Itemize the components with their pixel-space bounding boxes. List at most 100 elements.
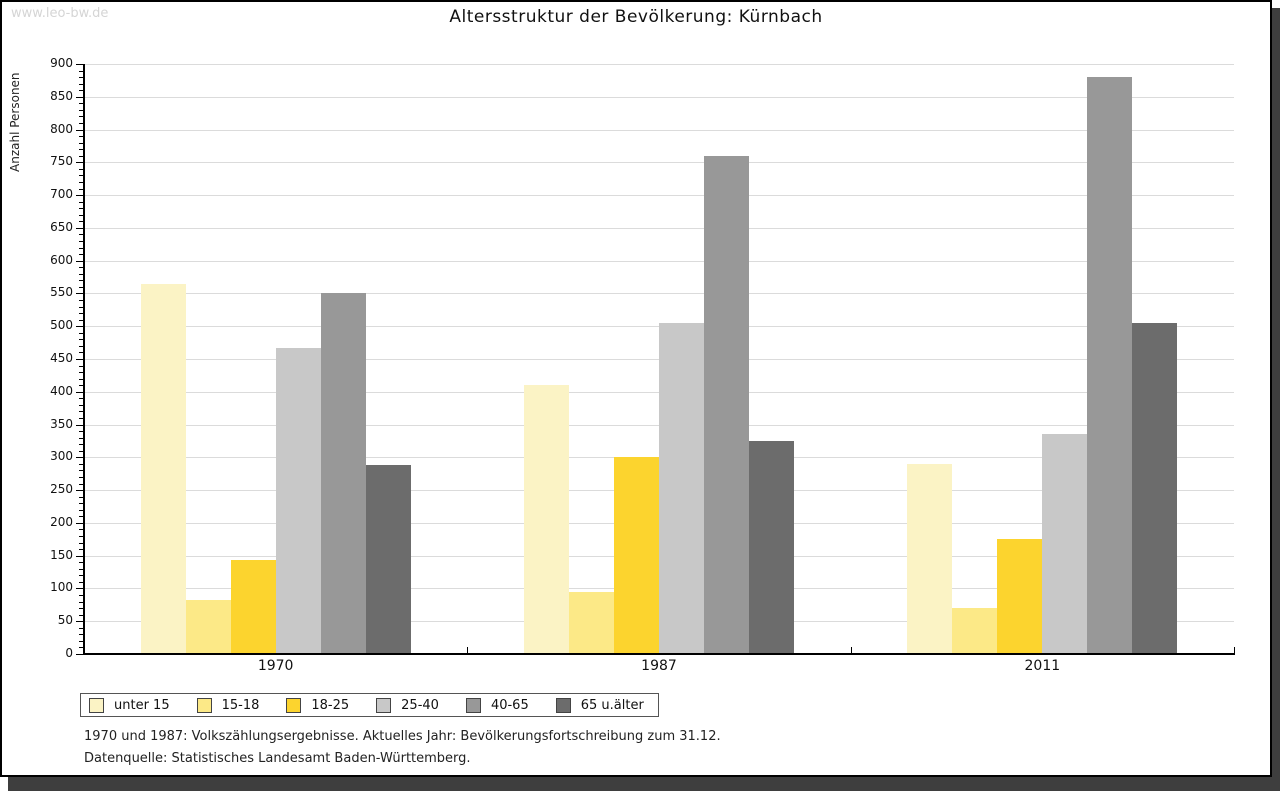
- y-axis-minor-tick: [79, 509, 83, 511]
- bar-1970-18-25: [230, 560, 276, 654]
- y-axis-minor-tick: [79, 647, 83, 649]
- x-axis-line: [83, 653, 1235, 655]
- legend-item-65-u.älter: 65 u.älter: [555, 697, 644, 713]
- y-axis-minor-tick: [79, 470, 83, 472]
- y-axis-major-tick: [76, 195, 83, 197]
- chart-frame: www.leo-bw.de Altersstruktur der Bevölke…: [0, 0, 1272, 777]
- y-axis-major-tick: [76, 621, 83, 623]
- bar-1970-65-u.älter: [365, 465, 411, 654]
- watermark-leo-bw: www.leo-bw.de: [11, 6, 109, 21]
- y-axis-tick-label: 400: [50, 383, 73, 398]
- y-axis-minor-tick: [79, 234, 83, 236]
- y-axis-minor-tick: [79, 378, 83, 380]
- y-axis-minor-tick: [79, 109, 83, 111]
- legend-swatch: [555, 697, 571, 713]
- y-axis-minor-tick: [79, 155, 83, 157]
- bar-2011-65-u.älter: [1132, 322, 1178, 654]
- y-axis-minor-tick: [79, 332, 83, 334]
- y-axis-tick-label: 150: [50, 547, 73, 562]
- y-axis-minor-tick: [79, 221, 83, 223]
- y-axis-minor-tick: [79, 529, 83, 531]
- legend-swatch: [286, 697, 302, 713]
- y-axis-major-tick: [76, 391, 83, 393]
- gridline: [84, 293, 1234, 295]
- bar-1987-25-40: [659, 322, 704, 654]
- y-axis-major-tick: [76, 359, 83, 360]
- y-axis-minor-tick: [79, 595, 83, 596]
- y-axis-major-tick: [76, 227, 83, 229]
- y-axis-major-tick: [76, 129, 83, 131]
- y-axis-major-tick: [76, 654, 83, 655]
- y-axis-minor-tick: [79, 313, 83, 315]
- y-axis-minor-tick: [79, 614, 83, 616]
- y-axis-major-tick: [76, 293, 83, 295]
- y-axis-minor-tick: [79, 431, 83, 433]
- gridline: [84, 195, 1234, 197]
- y-axis-tick-label: 500: [50, 318, 73, 333]
- y-axis-minor-tick: [79, 352, 83, 354]
- y-axis-tick-label: 900: [50, 56, 73, 70]
- y-axis-major-tick: [76, 260, 83, 262]
- y-axis-minor-tick: [79, 168, 83, 170]
- y-axis-minor-tick: [79, 149, 83, 151]
- y-axis-minor-tick: [79, 247, 83, 249]
- y-axis-minor-tick: [79, 70, 83, 72]
- bar-1970-15-18: [185, 599, 231, 654]
- x-axis-label-1970: 1970: [257, 658, 294, 674]
- bar-2011-unter-15: [907, 463, 953, 654]
- legend-item-unter-15: unter 15: [89, 697, 170, 713]
- y-axis-minor-tick: [79, 208, 83, 210]
- legend-item-15-18: 15-18: [196, 697, 259, 713]
- y-axis-minor-tick: [79, 463, 83, 465]
- y-axis-minor-tick: [79, 404, 83, 406]
- legend-swatch: [196, 697, 212, 713]
- y-axis-minor-tick: [79, 83, 83, 85]
- y-axis-minor-tick: [79, 542, 83, 544]
- y-axis-major-tick: [76, 588, 83, 590]
- y-axis-minor-tick: [79, 300, 83, 301]
- y-axis-minor-tick: [79, 175, 83, 177]
- y-axis-major-tick: [76, 522, 83, 524]
- y-axis-minor-tick: [79, 214, 83, 216]
- bar-1987-65-u.älter: [749, 440, 794, 654]
- gridline: [84, 96, 1234, 98]
- y-axis-minor-tick: [79, 123, 83, 124]
- footnote-data-source: Datenquelle: Statistisches Landesamt Bad…: [84, 751, 471, 766]
- y-axis-major-tick: [76, 96, 83, 98]
- legend-label: 25-40: [401, 697, 439, 713]
- y-axis-minor-tick: [79, 477, 83, 478]
- y-axis-minor-tick: [79, 575, 83, 577]
- y-axis-major-tick: [76, 490, 83, 492]
- x-axis-tick: [850, 647, 852, 653]
- legend-swatch: [376, 697, 392, 713]
- y-axis-tick-label: 650: [50, 219, 73, 234]
- gridline: [84, 129, 1234, 131]
- y-axis-tick-label: 300: [50, 449, 73, 464]
- x-axis-tick: [467, 647, 469, 653]
- y-axis-tick-label: 700: [50, 187, 73, 202]
- y-axis-tick-label: 200: [50, 514, 73, 529]
- y-axis-minor-tick: [79, 267, 83, 269]
- bar-2011-18-25: [997, 539, 1043, 654]
- legend-label: 65 u.älter: [580, 697, 644, 713]
- y-axis-minor-tick: [79, 640, 83, 642]
- y-axis-tick-label: 450: [50, 351, 73, 365]
- x-axis-tick: [1234, 647, 1235, 653]
- y-axis-major-tick: [76, 555, 83, 557]
- y-axis-minor-tick: [79, 188, 83, 190]
- y-axis-minor-tick: [79, 319, 83, 321]
- y-axis-major-tick: [76, 457, 83, 459]
- y-axis-minor-tick: [79, 536, 83, 537]
- y-axis-minor-tick: [79, 503, 83, 505]
- legend-item-40-65: 40-65: [465, 697, 529, 713]
- chart-title: Altersstruktur der Bevölkerung: Kürnbach: [449, 7, 823, 27]
- y-axis-minor-tick: [79, 339, 83, 341]
- y-axis-minor-tick: [79, 372, 83, 374]
- gridline: [84, 260, 1234, 262]
- y-axis-tick-label: 800: [50, 121, 73, 136]
- y-axis-minor-tick: [79, 306, 83, 308]
- x-axis-label-1987: 1987: [641, 658, 677, 674]
- y-axis-minor-tick: [79, 241, 83, 242]
- y-axis-major-tick: [76, 424, 83, 426]
- bar-1987-15-18: [569, 591, 614, 654]
